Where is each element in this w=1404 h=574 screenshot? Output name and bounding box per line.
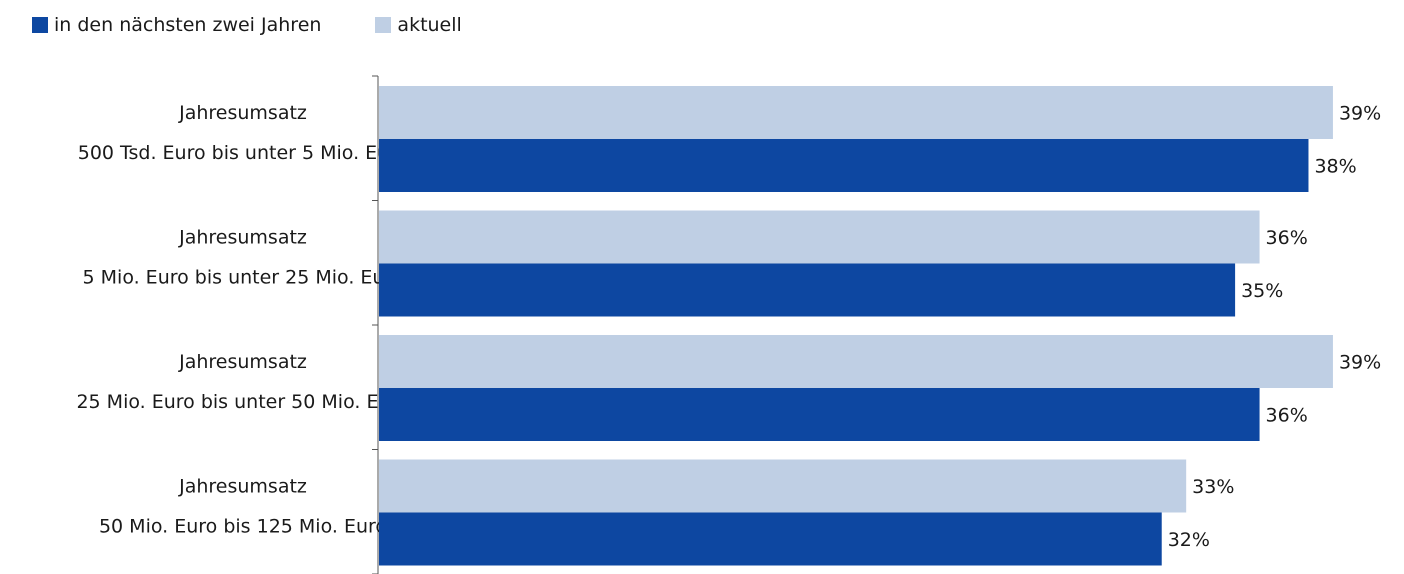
- legend-item-current: aktuell: [375, 14, 462, 36]
- category-label: 5 Mio. Euro bis unter 25 Mio. Euro: [83, 267, 404, 289]
- bar-forecast: [379, 388, 1260, 441]
- legend-label-current: aktuell: [397, 14, 462, 36]
- bar-value-label: 38%: [1314, 156, 1356, 178]
- category-label: 50 Mio. Euro bis 125 Mio. Euro: [99, 516, 387, 538]
- bar-current: [379, 459, 1187, 513]
- legend-swatch-forecast: [32, 17, 48, 33]
- legend-swatch-current: [375, 17, 392, 33]
- bar-forecast: [379, 512, 1162, 566]
- category-label: Jahresumsatz: [178, 227, 307, 249]
- bar-value-label: 35%: [1241, 280, 1283, 302]
- bar-value-label: 32%: [1168, 529, 1210, 551]
- bar-current: [379, 210, 1260, 264]
- category-label: 500 Tsd. Euro bis unter 5 Mio. Euro: [78, 142, 409, 164]
- category-label: Jahresumsatz: [178, 476, 307, 498]
- legend-label-forecast: in den nächsten zwei Jahren: [54, 14, 322, 36]
- bar-value-label: 39%: [1339, 103, 1381, 125]
- bar-current: [379, 335, 1333, 388]
- legend-item-forecast: in den nächsten zwei Jahren: [32, 14, 321, 36]
- bar-value-label: 39%: [1339, 352, 1381, 374]
- bar-forecast: [379, 263, 1236, 317]
- bar-value-label: 36%: [1266, 405, 1308, 427]
- bar-current: [379, 86, 1333, 139]
- category-label: Jahresumsatz: [178, 102, 307, 124]
- chart-legend: in den nächsten zwei Jahren aktuell: [32, 14, 516, 36]
- bar-value-label: 33%: [1192, 476, 1234, 498]
- category-label: 25 Mio. Euro bis unter 50 Mio. Euro: [76, 391, 409, 413]
- bar-forecast: [379, 139, 1309, 192]
- bar-value-label: 36%: [1266, 227, 1308, 249]
- category-label: Jahresumsatz: [178, 351, 307, 373]
